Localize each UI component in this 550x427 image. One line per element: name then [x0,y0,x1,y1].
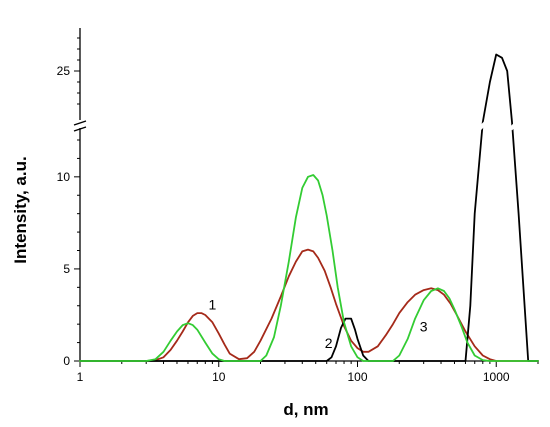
curve-label: 1 [208,296,216,312]
x-tick-label: 100 [347,370,367,384]
curve-label: 3 [420,319,428,335]
y-tick-label: 25 [57,64,71,78]
x-tick-label: 1 [77,370,84,384]
peak-break-gap [509,117,523,131]
y-tick-label: 0 [63,354,70,368]
plot-area: 1 2 3 [79,53,539,362]
series-line-1 [79,248,539,362]
x-axis-title: d, nm [283,400,328,419]
y-tick-label: 5 [63,262,70,276]
y-axis-break-mark [73,120,87,126]
y-axis-title: Intensity, a.u. [11,156,30,263]
y-tick-label: 10 [57,170,71,184]
x-tick-label: 1000 [483,370,510,384]
y-axis-break-mark [73,126,87,132]
peak-break-gap [477,117,491,131]
series-line-2 [79,53,539,362]
x-tick-label: 10 [212,370,226,384]
curve-label: 2 [325,335,333,351]
series-line-3 [79,174,539,362]
